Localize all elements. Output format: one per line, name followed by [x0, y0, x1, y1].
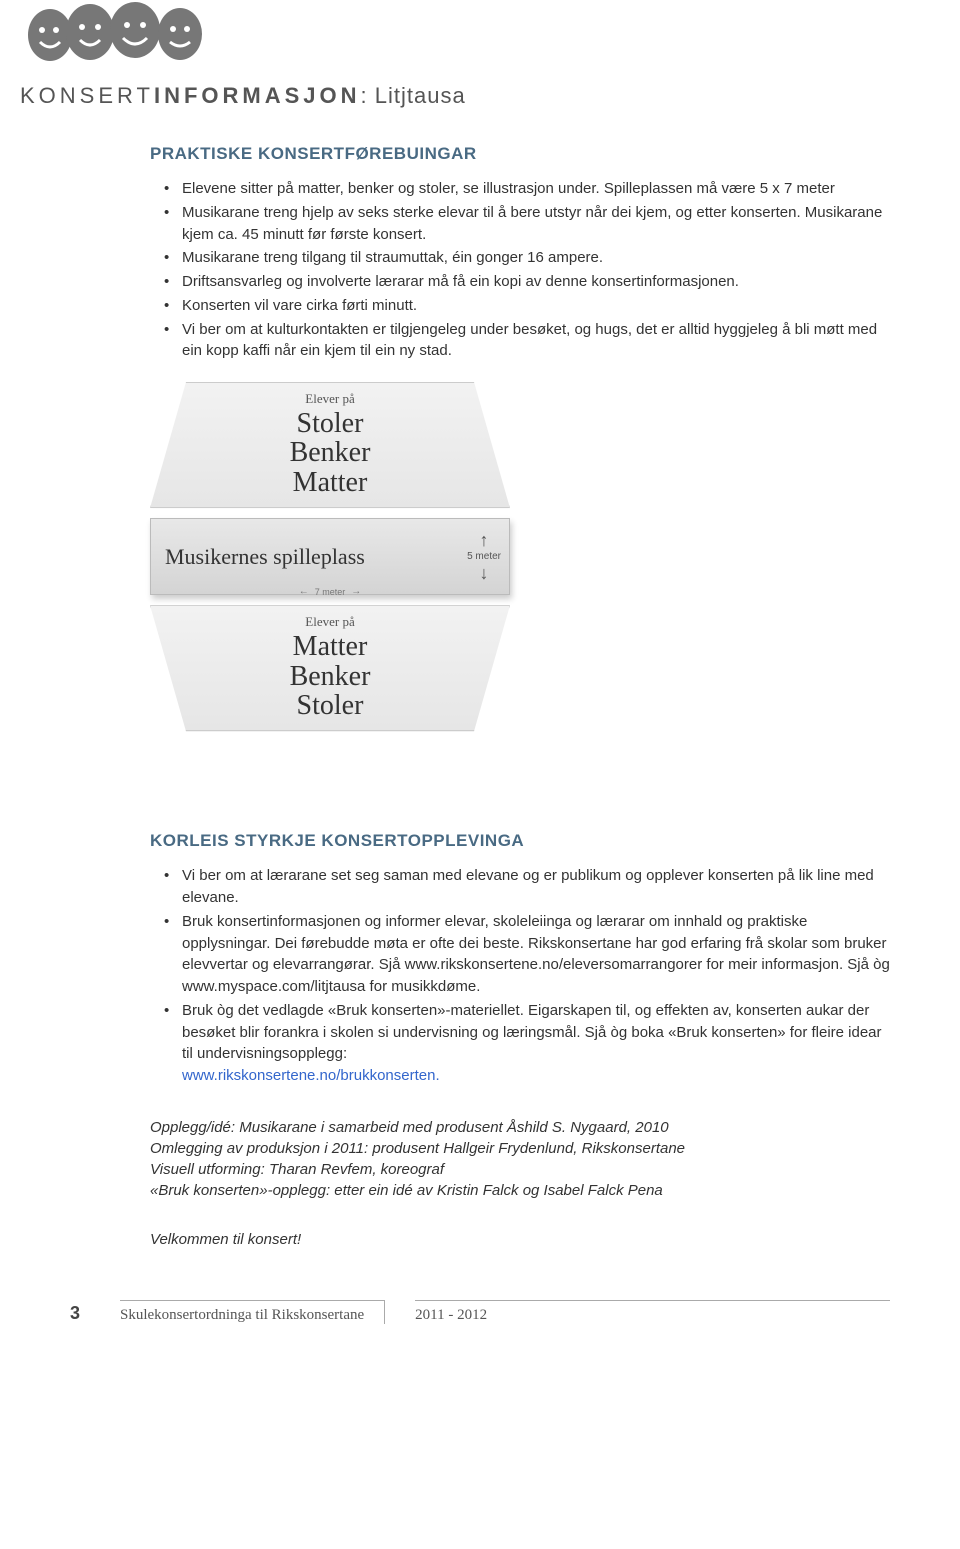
brand-title: KONSERTINFORMASJON: Litjtausa — [20, 83, 890, 109]
diagram-row-benker: Benker — [151, 438, 509, 467]
section2-heading: KORLEIS STYRKJE KONSERTOPPLEVINGA — [150, 831, 890, 851]
section1-list: Elevene sitter på matter, benker og stol… — [150, 178, 890, 362]
page-number: 3 — [70, 1303, 90, 1324]
diagram-width-label: 7 meter — [315, 587, 346, 597]
page-footer: 3 Skulekonsertordninga til Rikskonsertan… — [0, 1288, 960, 1344]
diagram-stage-label: Musikernes spilleplass — [159, 544, 467, 570]
brand-subtitle: : Litjtausa — [361, 83, 466, 108]
diagram-height-arrows: ↑ 5 meter ↓ — [467, 531, 501, 582]
diagram-width-label-row: ← 7 meter → — [299, 586, 362, 597]
list-item: Bruk òg det vedlagde «Bruk konserten»-ma… — [150, 1000, 890, 1087]
diagram-caption-top: Elever på — [151, 391, 509, 407]
list-item: Driftsansvarleg og involverte lærarar må… — [150, 271, 890, 293]
list-item: Vi ber om at kulturkontakten er tilgjeng… — [150, 319, 890, 363]
footer-year: 2011 - 2012 — [415, 1300, 890, 1324]
diagram-row-stoler2: Stoler — [151, 691, 509, 720]
diagram-row-stoler: Stoler — [151, 409, 509, 438]
arrow-right-icon: → — [351, 586, 361, 597]
credits-line: Omlegging av produksjon i 2011: produsen… — [150, 1138, 890, 1159]
footer-title: Skulekonsertordninga til Rikskonsertane — [120, 1300, 385, 1324]
arrow-up-icon: ↑ — [480, 531, 489, 549]
brand-part2: INFORMASJON — [154, 83, 361, 108]
diagram-top-trapezoid: Elever på Stoler Benker Matter — [150, 382, 510, 508]
diagram-caption-bottom: Elever på — [151, 614, 509, 630]
diagram-row-matter: Matter — [151, 468, 509, 497]
credits-line: «Bruk konserten»-opplegg: etter ein idé … — [150, 1180, 890, 1201]
list-item: Musikarane treng tilgang til straumuttak… — [150, 247, 890, 269]
header-logo: KONSERTINFORMASJON: Litjtausa — [20, 0, 890, 120]
seating-diagram: Elever på Stoler Benker Matter Musikerne… — [150, 382, 510, 731]
welcome-text: Velkommen til konsert! — [150, 1231, 890, 1248]
list-item-text: Bruk òg det vedlagde «Bruk konserten»-ma… — [182, 1002, 882, 1063]
arrow-left-icon: ← — [299, 586, 309, 597]
credits-line: Visuell utforming: Tharan Revfem, koreog… — [150, 1159, 890, 1180]
diagram-height-label: 5 meter — [467, 551, 501, 562]
diagram-row-benker2: Benker — [151, 662, 509, 691]
diagram-bottom-trapezoid: Elever på Matter Benker Stoler — [150, 605, 510, 731]
credits-line: Opplegg/idé: Musikarane i samarbeid med … — [150, 1117, 890, 1138]
section1-heading: PRAKTISKE KONSERTFØREBUINGAR — [150, 144, 890, 164]
list-item: Bruk konsertinformasjonen og informer el… — [150, 911, 890, 998]
diagram-row-matter2: Matter — [151, 632, 509, 661]
brand-part1: KONSERT — [20, 83, 154, 108]
arrow-down-icon: ↓ — [480, 564, 489, 582]
list-item: Musikarane treng hjelp av seks sterke el… — [150, 202, 890, 246]
link-brukkonserten[interactable]: www.rikskonsertene.no/brukkonserten. — [182, 1067, 440, 1084]
faces-illustration — [20, 0, 220, 70]
section2-list: Vi ber om at lærarane set seg saman med … — [150, 865, 890, 1087]
list-item: Konserten vil vare cirka førti minutt. — [150, 295, 890, 317]
list-item: Elevene sitter på matter, benker og stol… — [150, 178, 890, 200]
diagram-stage-box: Musikernes spilleplass ↑ 5 meter ↓ ← 7 m… — [150, 518, 510, 595]
credits-block: Opplegg/idé: Musikarane i samarbeid med … — [150, 1117, 890, 1201]
list-item: Vi ber om at lærarane set seg saman med … — [150, 865, 890, 909]
